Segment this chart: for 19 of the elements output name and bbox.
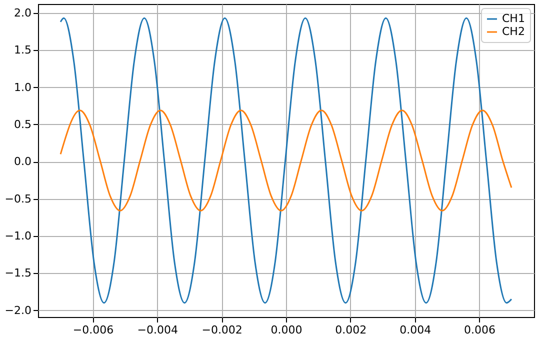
x-tick-label: −0.006 <box>72 324 114 336</box>
y-tick-label: −1.0 <box>4 229 32 242</box>
y-tick-label: −1.5 <box>4 266 32 280</box>
x-tick-label: −0.004 <box>137 324 178 336</box>
line-series <box>60 110 512 212</box>
x-tick-label: 0.002 <box>335 324 367 336</box>
y-tick-label: 0.5 <box>14 118 32 131</box>
y-tick-label: 1.5 <box>14 44 32 57</box>
y-tick-label: −0.5 <box>4 192 32 206</box>
x-tick-label: −0.002 <box>202 324 242 336</box>
legend-label: CH2 <box>502 25 525 38</box>
x-tick-label: 0.006 <box>464 324 496 336</box>
y-tick-label: −2.0 <box>4 304 32 317</box>
x-tick-label: 0.000 <box>270 324 302 336</box>
y-tick-label: 0.0 <box>14 155 32 168</box>
legend-label: CH1 <box>502 12 525 25</box>
x-tick-label: 0.004 <box>400 324 432 336</box>
y-tick-label: 1.0 <box>14 80 32 94</box>
y-tick-label: 2.0 <box>14 6 32 20</box>
